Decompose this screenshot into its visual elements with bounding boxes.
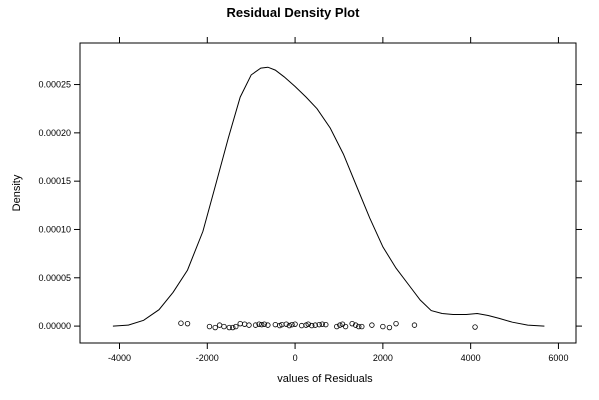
residual-point (233, 323, 239, 330)
residual-point (369, 322, 375, 328)
y-tick-label: 0.00020 (38, 128, 71, 138)
residual-point (298, 322, 305, 329)
residual-point (246, 322, 252, 328)
x-tick-label: 2000 (373, 353, 393, 363)
residual-point (178, 320, 184, 326)
x-tick-label: 0 (293, 353, 298, 363)
residual-point (349, 320, 355, 327)
y-tick-label: 0.00005 (38, 273, 71, 283)
y-tick-label: 0.00025 (38, 80, 71, 90)
residual-point (259, 321, 265, 328)
residual-point (184, 320, 191, 327)
plot-frame (79, 42, 577, 344)
residual-point (252, 322, 259, 328)
residual-point (292, 321, 298, 327)
residual-point (411, 322, 418, 328)
residual-point (312, 322, 318, 328)
residual-point (272, 321, 279, 328)
residual-point (342, 323, 349, 330)
x-tick-label: -2000 (196, 353, 219, 363)
residual-point (472, 324, 478, 330)
residual-point (216, 322, 223, 328)
residual-point (256, 321, 262, 327)
residual-point (337, 322, 343, 328)
residual-point (393, 320, 399, 327)
residual-point (323, 321, 329, 328)
residual-point (226, 324, 232, 331)
residual-point (265, 322, 271, 328)
residual-point (289, 321, 295, 328)
residual-point (356, 323, 362, 330)
residual-point (352, 322, 359, 328)
residual-point (241, 321, 248, 327)
y-axis: 0.00000 0.00005 0.00010 0.00015 0.00020 0.000… (38, 80, 582, 331)
plot-marks (112, 66, 545, 331)
residual-point (237, 320, 243, 327)
residual-point (334, 323, 340, 330)
residual-point (230, 324, 236, 331)
residual-point (261, 321, 268, 327)
x-tick-label: 6000 (548, 353, 568, 363)
residual-point (221, 323, 227, 330)
residual-point (380, 323, 386, 330)
y-tick-label: 0.00000 (38, 321, 71, 331)
residual-point (309, 322, 315, 329)
residual-point (316, 321, 322, 328)
residual-point (212, 324, 218, 331)
x-axis-label: values of Residuals (277, 373, 373, 385)
residual-point (339, 321, 346, 327)
x-axis: -4000 -2000 0 2000 4000 6000 (108, 37, 568, 363)
x-tick-label: -4000 (108, 353, 131, 363)
y-tick-label: 0.00015 (38, 176, 71, 186)
residual-point (319, 321, 325, 327)
y-axis-label: Density (11, 174, 23, 211)
y-tick-label: 0.00010 (38, 224, 71, 234)
residual-point (359, 323, 365, 330)
x-tick-label: 4000 (461, 353, 481, 363)
residual-point (386, 324, 393, 331)
residual-point (206, 323, 213, 330)
residual-point (286, 322, 293, 329)
chart-title: Residual Density Plot (227, 5, 361, 20)
residual-point (305, 321, 311, 327)
density-curve (112, 66, 545, 327)
residual-point (283, 321, 290, 327)
